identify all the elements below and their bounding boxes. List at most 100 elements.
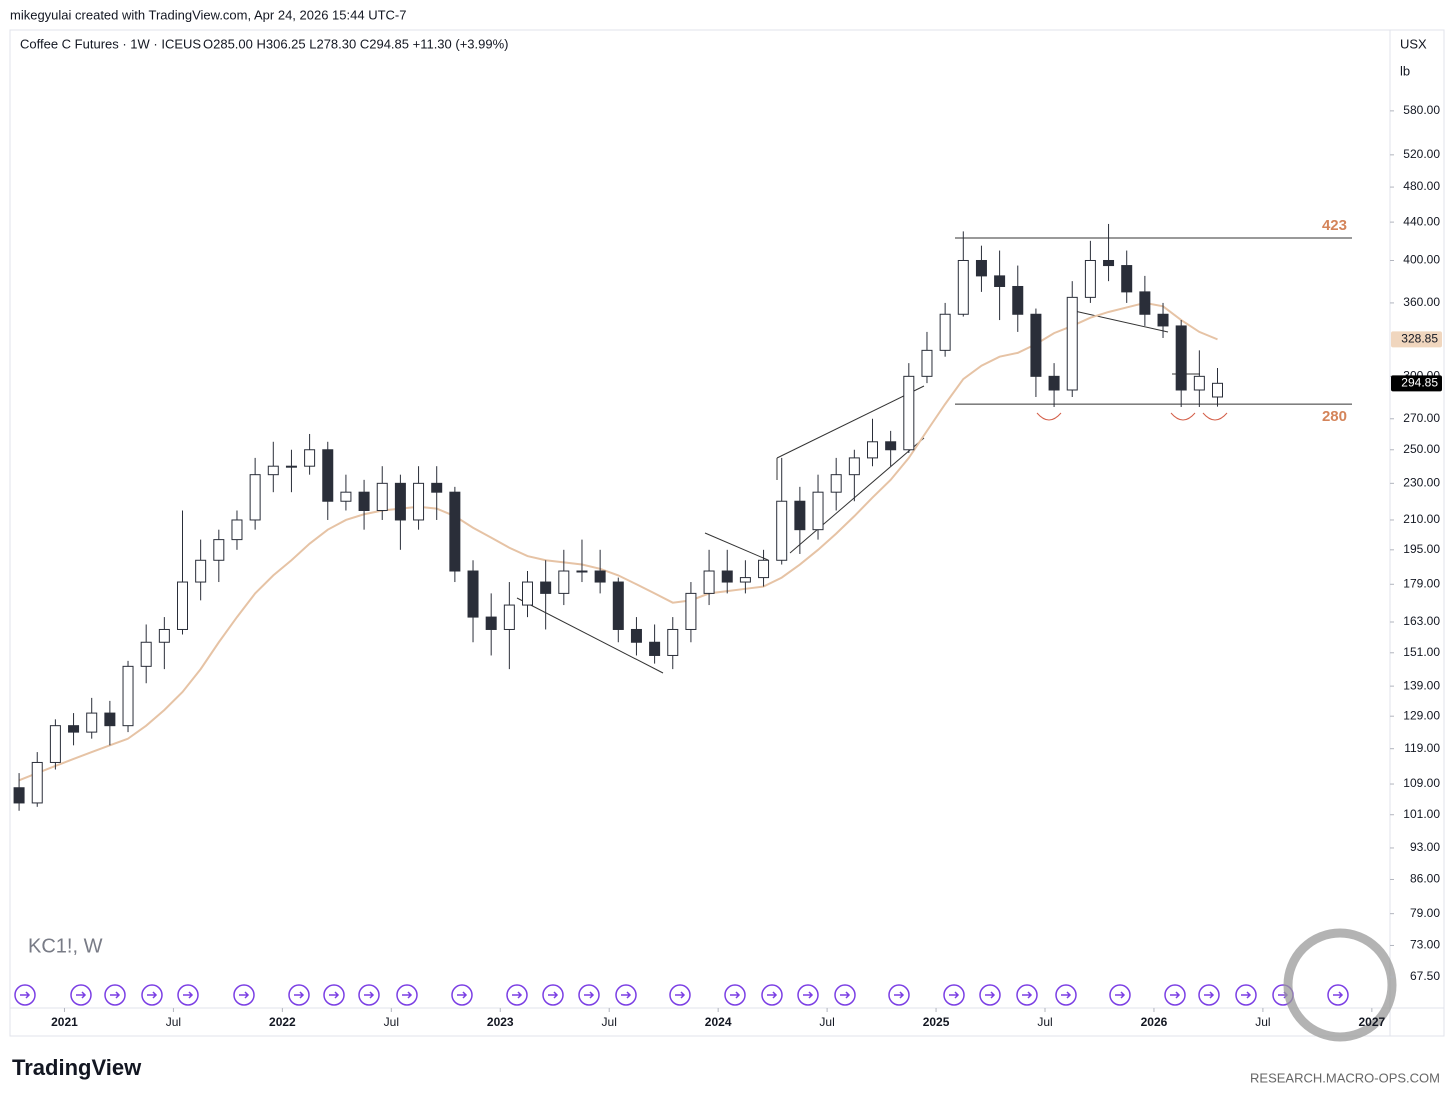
candle-body xyxy=(867,441,878,459)
candle-body xyxy=(68,725,80,733)
site-logo xyxy=(1283,928,1397,1042)
y-tick-label: 101.00 xyxy=(1403,807,1440,821)
candle-body xyxy=(1048,375,1060,391)
candle-body xyxy=(939,313,951,351)
candle-body xyxy=(540,581,552,594)
y-tick-label: 210.00 xyxy=(1403,512,1440,526)
candle-body xyxy=(122,665,134,727)
candle-body xyxy=(304,449,316,467)
candle-body xyxy=(667,628,679,656)
price-tag xyxy=(1391,375,1442,392)
candle-body xyxy=(1193,375,1205,391)
trendline xyxy=(789,437,925,554)
candle-body xyxy=(340,491,352,502)
trendlines xyxy=(516,309,1228,674)
event-arrow xyxy=(329,991,340,999)
candle-body xyxy=(467,570,479,618)
candle-body xyxy=(612,581,624,630)
candle-body xyxy=(522,581,533,606)
candle-body xyxy=(649,641,661,656)
y-tick-label: 250.00 xyxy=(1403,442,1440,456)
event-arrow xyxy=(1204,991,1215,999)
x-tick-label: Jul xyxy=(384,1015,399,1029)
y-tick-label: 139.00 xyxy=(1403,678,1440,692)
event-arrow xyxy=(548,991,559,999)
candle-body xyxy=(177,581,188,630)
trendline xyxy=(776,385,925,459)
candle-body xyxy=(322,449,334,502)
event-arrow xyxy=(76,991,87,999)
y-tick-label: 129.00 xyxy=(1403,708,1440,722)
candle-body xyxy=(994,275,1006,287)
x-tick-label: Jul xyxy=(602,1015,617,1029)
level-label: 423 xyxy=(1322,217,1347,234)
candle-body xyxy=(758,559,770,579)
site: RESEARCH.MACRO-OPS.COM xyxy=(1250,1070,1440,1085)
candle-body xyxy=(1103,259,1115,267)
y-tick-label: 119.00 xyxy=(1404,741,1440,755)
candle-body xyxy=(431,482,443,493)
price-tag-label: 294.85 xyxy=(1401,375,1438,389)
candle-body xyxy=(703,570,715,594)
candle-body xyxy=(903,375,915,451)
x-tick-label: Jul xyxy=(166,1015,181,1029)
event-arrow xyxy=(364,991,375,999)
credit: mikegyulai created with TradingView.com,… xyxy=(10,7,406,22)
y-tick-label: 179.00 xyxy=(1403,576,1440,590)
event-arrow xyxy=(675,991,686,999)
candle-body xyxy=(975,259,987,277)
arc xyxy=(1170,412,1196,421)
candle-body xyxy=(195,559,207,583)
candle-body xyxy=(140,641,152,667)
candle-body xyxy=(1084,259,1096,298)
logo: TradingView xyxy=(12,1055,142,1080)
event-arrow xyxy=(894,991,905,999)
candle-body xyxy=(358,491,370,511)
x-tick-label: 2027 xyxy=(1358,1015,1385,1029)
event-arrow xyxy=(457,991,468,999)
y-tick-label: 67.50 xyxy=(1410,969,1440,983)
candle-body xyxy=(1030,313,1042,377)
candle-body xyxy=(449,491,461,572)
candle-body xyxy=(376,482,388,511)
candle-body xyxy=(812,491,824,531)
y-tick-label: 270.00 xyxy=(1403,411,1440,425)
y-tick-label: 73.00 xyxy=(1410,938,1440,952)
arc xyxy=(1036,412,1062,421)
candle-body xyxy=(794,500,806,531)
candle-body xyxy=(503,604,515,630)
event-arrow xyxy=(1333,991,1344,999)
event-arrow xyxy=(1241,991,1252,999)
y-tick-label: 360.00 xyxy=(1403,295,1440,309)
event-arrow xyxy=(1061,991,1072,999)
chart-title: Coffee C Futures · 1W · ICEUS xyxy=(20,36,201,51)
arc xyxy=(1202,412,1228,421)
events xyxy=(14,984,1349,1006)
candle-body xyxy=(848,457,860,476)
event-arrow xyxy=(110,991,121,999)
candle-body xyxy=(413,482,425,521)
watermark: KC1!, W xyxy=(28,935,103,957)
moving-average xyxy=(18,301,1218,782)
x-tick-label: 2024 xyxy=(705,1015,732,1029)
candle-body xyxy=(1212,382,1223,398)
x-tick-label: 2025 xyxy=(923,1015,950,1029)
x-tick-label: 2023 xyxy=(487,1015,514,1029)
candle-body xyxy=(739,577,751,583)
y-tick-label: 520.00 xyxy=(1403,147,1440,161)
ohlc: O285.00 H306.25 L278.30 C294.85 +11.30 (… xyxy=(203,36,509,51)
event-arrow xyxy=(239,991,250,999)
frame xyxy=(9,29,1445,1037)
candle-body xyxy=(885,441,897,451)
y-tick-label: 93.00 xyxy=(1410,840,1440,854)
y-tick-label: 580.00 xyxy=(1403,103,1440,117)
y-tick-label: 151.00 xyxy=(1403,645,1440,659)
candle-body xyxy=(267,465,279,476)
trendline xyxy=(1069,309,1169,333)
candle-body xyxy=(249,474,261,521)
candle-body xyxy=(576,570,588,573)
y-tick-label: 86.00 xyxy=(1410,872,1440,886)
price-tag-label: 328.85 xyxy=(1401,332,1438,346)
y-tick-label: 230.00 xyxy=(1403,476,1440,490)
event-arrow xyxy=(767,991,778,999)
